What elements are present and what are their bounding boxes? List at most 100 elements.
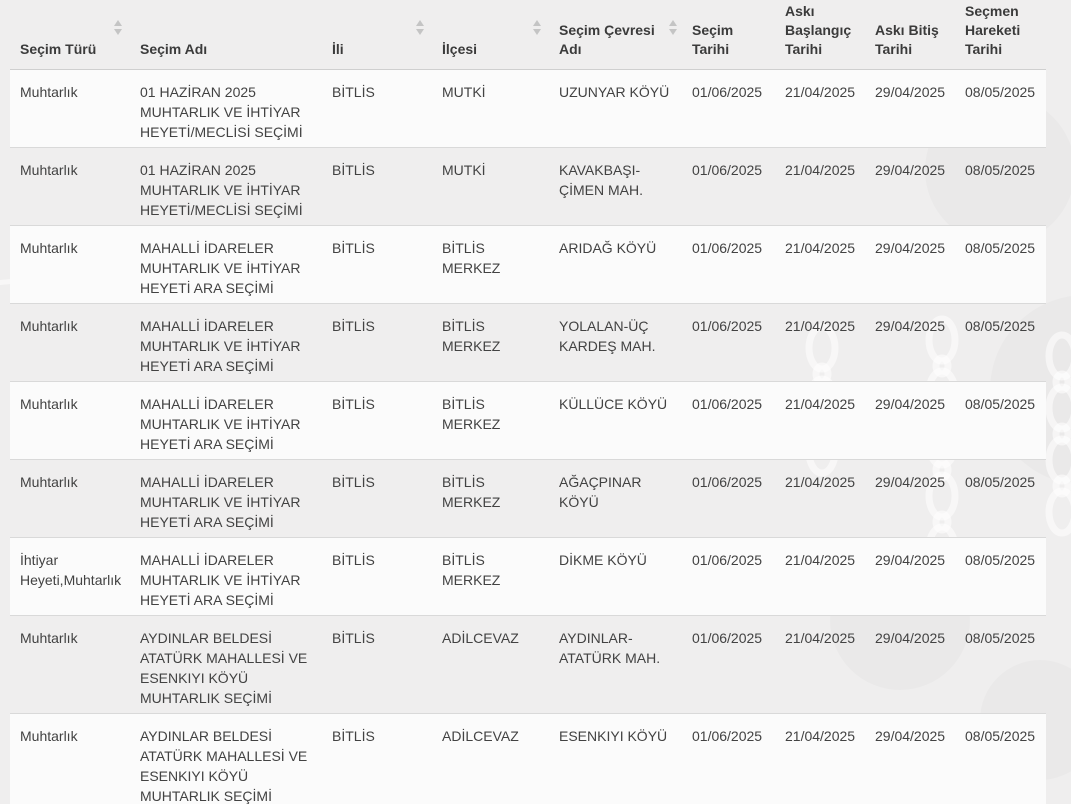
cell-secmen-hareketi-tarihi: 08/05/2025	[965, 318, 1036, 334]
table-row: Muhtarlık MAHALLİ İDARELER MUHTARLIK VE İ…	[10, 381, 1046, 460]
cell-aski-baslangic-tarihi: 21/04/2025	[785, 474, 856, 490]
cell-secmen-hareketi-tarihi: 08/05/2025	[965, 162, 1036, 178]
column-header-label: Seçim Tarihi	[692, 22, 734, 57]
cell-secmen-hareketi-tarihi: 08/05/2025	[965, 630, 1036, 646]
column-header-label: İli	[332, 41, 344, 57]
cell-secim-adi: MAHALLİ İDARELER MUHTARLIK VE İHTİYAR HE…	[140, 396, 301, 452]
cell-secim-tarihi: 01/06/2025	[692, 84, 763, 100]
cell-secmen-hareketi-tarihi: 08/05/2025	[965, 728, 1036, 744]
table-header-row: Seçim Türü Seçim Adı İli İlçesi Seçim Çevres…	[10, 0, 1046, 70]
cell-ili: BİTLİS	[332, 552, 375, 568]
column-header-secim-tarihi[interactable]: Seçim Tarihi	[685, 0, 778, 70]
cell-secim-turu: Muhtarlık	[20, 474, 78, 490]
cell-ilcesi: BİTLİS MERKEZ	[442, 474, 501, 510]
cell-secim-turu: Muhtarlık	[20, 728, 78, 744]
cell-aski-bitis-tarihi: 29/04/2025	[875, 552, 946, 568]
table-row: İhtiyar Heyeti,Muhtarlık MAHALLİ İDARELER…	[10, 537, 1046, 616]
cell-secmen-hareketi-tarihi: 08/05/2025	[965, 552, 1036, 568]
column-header-aski-baslangic-tarihi[interactable]: Askı Başlangıç Tarihi	[778, 0, 868, 70]
cell-aski-bitis-tarihi: 29/04/2025	[875, 240, 946, 256]
cell-aski-baslangic-tarihi: 21/04/2025	[785, 396, 856, 412]
cell-ili: BİTLİS	[332, 240, 375, 256]
cell-secim-turu: Muhtarlık	[20, 84, 78, 100]
table-row: Muhtarlık MAHALLİ İDARELER MUHTARLIK VE İ…	[10, 225, 1046, 304]
cell-secim-cevresi-adi: DİKME KÖYÜ	[559, 552, 647, 568]
column-header-aski-bitis-tarihi[interactable]: Askı Bitiş Tarihi	[868, 0, 958, 70]
cell-ilcesi: ADİLCEVAZ	[442, 630, 519, 646]
cell-secim-turu: Muhtarlık	[20, 318, 78, 334]
cell-ili: BİTLİS	[332, 728, 375, 744]
cell-secim-adi: MAHALLİ İDARELER MUHTARLIK VE İHTİYAR HE…	[140, 474, 301, 530]
cell-ilcesi: BİTLİS MERKEZ	[442, 318, 501, 354]
sort-arrows-icon[interactable]	[114, 20, 123, 35]
cell-aski-bitis-tarihi: 29/04/2025	[875, 318, 946, 334]
cell-secim-adi: AYDINLAR BELDESİ ATATÜRK MAHALLESİ VE ES…	[140, 728, 308, 804]
cell-secim-adi: 01 HAZİRAN 2025 MUHTARLIK VE İHTİYAR HEY…	[140, 162, 303, 218]
column-header-secmen-hareketi-tarihi[interactable]: Seçmen Hareketi Tarihi	[958, 0, 1046, 70]
table-row: Muhtarlık AYDINLAR BELDESİ ATATÜRK MAHALL…	[10, 713, 1046, 804]
column-header-label: İlçesi	[442, 41, 478, 57]
cell-ilcesi: ADİLCEVAZ	[442, 728, 519, 744]
cell-secim-cevresi-adi: UZUNYAR KÖYÜ	[559, 84, 670, 100]
cell-aski-baslangic-tarihi: 21/04/2025	[785, 630, 856, 646]
cell-ili: BİTLİS	[332, 396, 375, 412]
cell-secim-turu: Muhtarlık	[20, 630, 78, 646]
cell-secim-tarihi: 01/06/2025	[692, 630, 763, 646]
column-header-secim-adi[interactable]: Seçim Adı	[130, 0, 322, 70]
elections-table: Seçim Türü Seçim Adı İli İlçesi Seçim Çevres…	[10, 0, 1046, 804]
cell-secim-tarihi: 01/06/2025	[692, 552, 763, 568]
cell-secim-turu: Muhtarlık	[20, 162, 78, 178]
table-row: Muhtarlık 01 HAZİRAN 2025 MUHTARLIK VE İH…	[10, 69, 1046, 148]
table-row: Muhtarlık AYDINLAR BELDESİ ATATÜRK MAHALL…	[10, 616, 1046, 714]
cell-secim-tarihi: 01/06/2025	[692, 474, 763, 490]
column-header-secim-turu[interactable]: Seçim Türü	[10, 0, 130, 70]
cell-aski-bitis-tarihi: 29/04/2025	[875, 728, 946, 744]
cell-ili: BİTLİS	[332, 474, 375, 490]
cell-secim-tarihi: 01/06/2025	[692, 162, 763, 178]
cell-secim-turu: İhtiyar Heyeti,Muhtarlık	[20, 552, 122, 588]
cell-secim-turu: Muhtarlık	[20, 240, 78, 256]
table-body: Muhtarlık 01 HAZİRAN 2025 MUHTARLIK VE İH…	[10, 69, 1046, 804]
cell-ili: BİTLİS	[332, 162, 375, 178]
sort-arrows-icon[interactable]	[669, 20, 678, 35]
cell-aski-baslangic-tarihi: 21/04/2025	[785, 318, 856, 334]
cell-secim-adi: MAHALLİ İDARELER MUHTARLIK VE İHTİYAR HE…	[140, 318, 301, 374]
cell-secim-tarihi: 01/06/2025	[692, 728, 763, 744]
cell-aski-baslangic-tarihi: 21/04/2025	[785, 552, 856, 568]
cell-aski-bitis-tarihi: 29/04/2025	[875, 396, 946, 412]
column-header-ilcesi[interactable]: İlçesi	[432, 0, 549, 70]
cell-secim-cevresi-adi: ESENKIYI KÖYÜ	[559, 728, 668, 744]
cell-secmen-hareketi-tarihi: 08/05/2025	[965, 84, 1036, 100]
column-header-label: Seçim Türü	[20, 41, 97, 57]
column-header-label: Seçim Çevresi Adı	[559, 22, 655, 57]
cell-aski-baslangic-tarihi: 21/04/2025	[785, 728, 856, 744]
cell-secim-turu: Muhtarlık	[20, 396, 78, 412]
cell-aski-bitis-tarihi: 29/04/2025	[875, 84, 946, 100]
cell-ili: BİTLİS	[332, 630, 375, 646]
column-header-label: Seçmen Hareketi Tarihi	[965, 3, 1021, 57]
column-header-label: Seçim Adı	[140, 41, 208, 57]
cell-secim-adi: MAHALLİ İDARELER MUHTARLIK VE İHTİYAR HE…	[140, 240, 301, 296]
cell-secim-adi: MAHALLİ İDARELER MUHTARLIK VE İHTİYAR HE…	[140, 552, 301, 608]
cell-secim-tarihi: 01/06/2025	[692, 318, 763, 334]
sort-arrows-icon[interactable]	[416, 20, 425, 35]
cell-ili: BİTLİS	[332, 84, 375, 100]
table-row: Muhtarlık MAHALLİ İDARELER MUHTARLIK VE İ…	[10, 304, 1046, 382]
cell-secim-adi: 01 HAZİRAN 2025 MUHTARLIK VE İHTİYAR HEY…	[140, 84, 303, 140]
cell-ilcesi: MUTKİ	[442, 84, 486, 100]
cell-aski-baslangic-tarihi: 21/04/2025	[785, 240, 856, 256]
cell-aski-bitis-tarihi: 29/04/2025	[875, 630, 946, 646]
cell-secim-cevresi-adi: ARIDAĞ KÖYÜ	[559, 240, 657, 256]
cell-secim-cevresi-adi: AYDINLAR- ATATÜRK MAH.	[559, 630, 661, 666]
column-header-secim-cevresi-adi[interactable]: Seçim Çevresi Adı	[549, 0, 685, 70]
cell-ilcesi: BİTLİS MERKEZ	[442, 240, 501, 276]
cell-ili: BİTLİS	[332, 318, 375, 334]
cell-ilcesi: MUTKİ	[442, 162, 486, 178]
cell-secim-tarihi: 01/06/2025	[692, 396, 763, 412]
cell-secim-cevresi-adi: AĞAÇPINAR KÖYÜ	[559, 474, 642, 510]
sort-arrows-icon[interactable]	[533, 20, 542, 35]
cell-secim-cevresi-adi: YOLALAN-ÜÇ KARDEŞ MAH.	[559, 318, 656, 354]
cell-ilcesi: BİTLİS MERKEZ	[442, 396, 501, 432]
cell-secim-adi: AYDINLAR BELDESİ ATATÜRK MAHALLESİ VE ES…	[140, 630, 308, 706]
column-header-ili[interactable]: İli	[322, 0, 432, 70]
